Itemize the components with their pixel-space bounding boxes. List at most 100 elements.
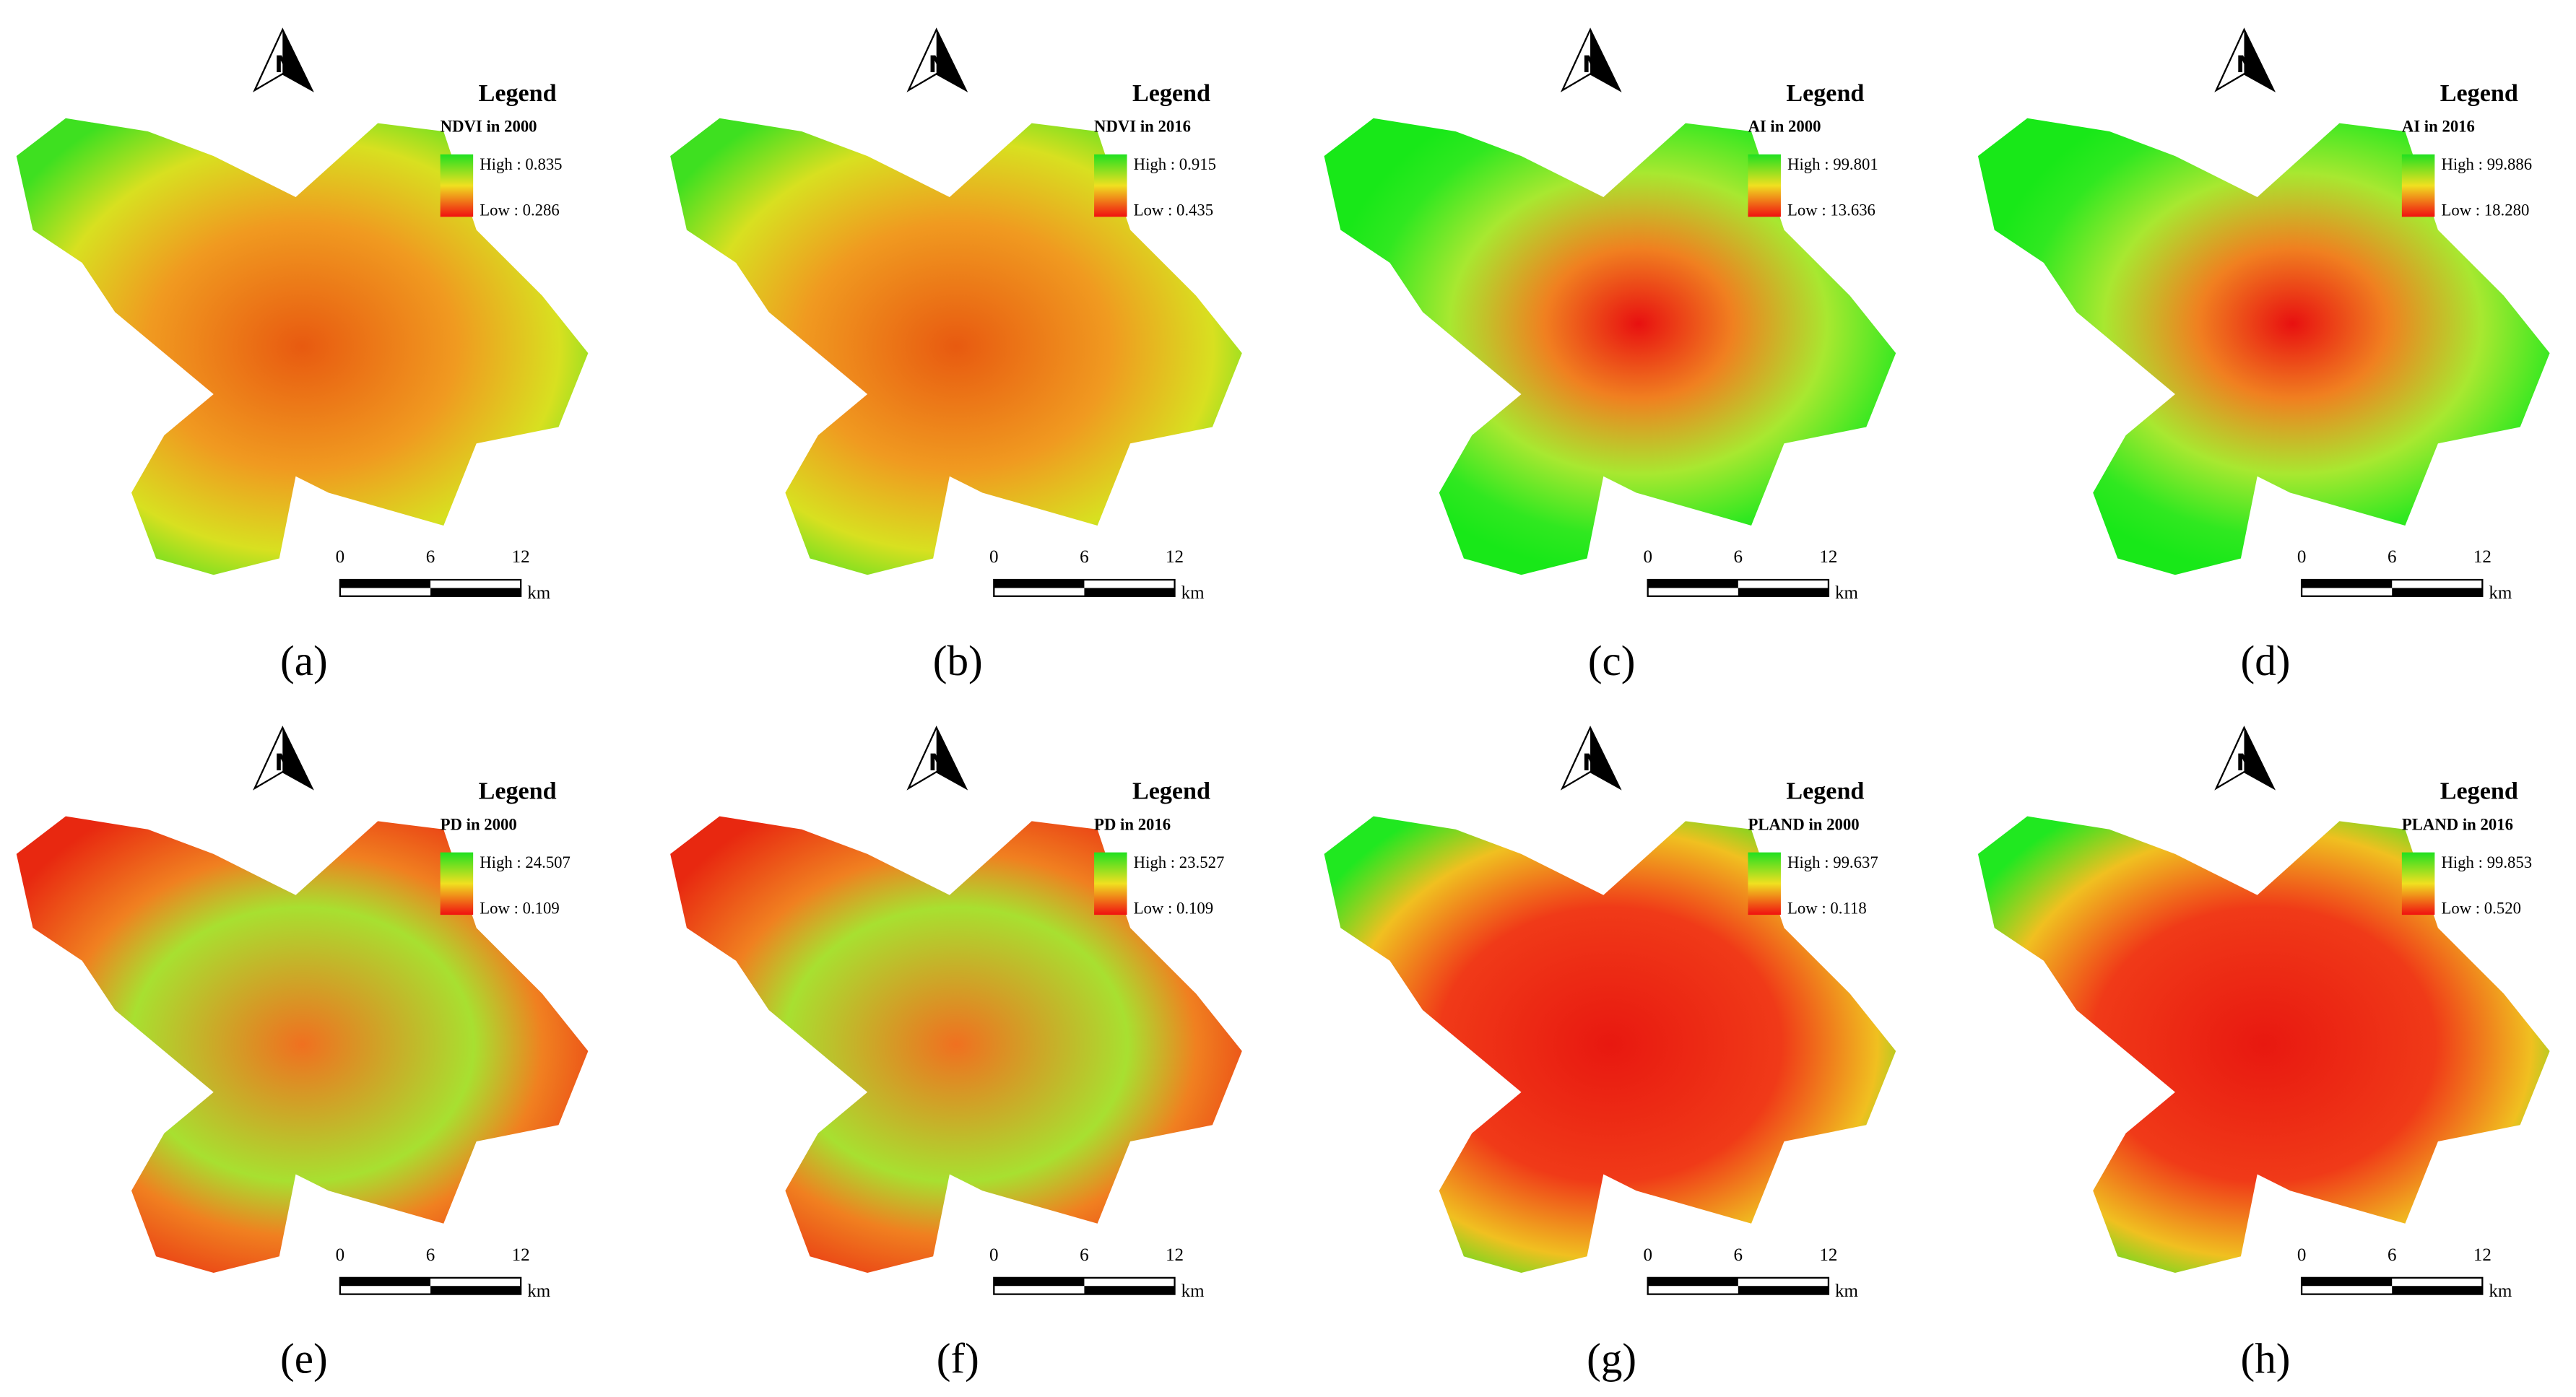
scale-bar-seg xyxy=(1738,588,1829,596)
panel-label: (b) xyxy=(933,637,983,684)
legend-ramp xyxy=(2401,852,2435,915)
scale-label: 0 xyxy=(336,547,345,567)
legend-high: High : 23.527 xyxy=(1134,853,1225,871)
legend-low: Low : 0.118 xyxy=(1787,899,1867,917)
scale-bar-seg xyxy=(994,580,1085,588)
legend-title: Legend xyxy=(2440,778,2518,805)
map-area xyxy=(670,118,1242,575)
legend-high: High : 99.853 xyxy=(2441,853,2532,871)
legend-title: Legend xyxy=(1132,80,1210,107)
legend-variable: PLAND in 2000 xyxy=(1748,815,1859,833)
scale-unit: km xyxy=(1181,583,1205,603)
legend-high: High : 24.507 xyxy=(480,853,571,871)
map-area xyxy=(1324,816,1896,1274)
scale-label: 6 xyxy=(2388,1245,2397,1265)
legend-variable: NDVI in 2016 xyxy=(1094,118,1191,136)
map-area xyxy=(670,816,1242,1274)
scale-label: 0 xyxy=(989,547,999,567)
map-panel: N Legend PLAND in 2016 High : 99.853 Low : 0… xyxy=(1977,726,2550,1383)
scale-label: 6 xyxy=(2388,547,2397,567)
scale-unit: km xyxy=(2489,583,2512,603)
panel-label: (h) xyxy=(2241,1335,2291,1383)
scale-bar-seg xyxy=(1647,580,1738,588)
panel-label: (g) xyxy=(1587,1335,1636,1383)
scale-bar-seg xyxy=(2302,580,2393,588)
map-panel: N Legend PD in 2000 High : 24.507 Low : 0.10… xyxy=(16,726,589,1383)
panel-label: (f) xyxy=(937,1335,979,1383)
north-label: N xyxy=(1582,749,1602,776)
legend-high: High : 99.637 xyxy=(1787,853,1878,871)
map-area xyxy=(1977,118,2550,575)
north-label: N xyxy=(2236,749,2255,776)
map-area xyxy=(16,118,589,575)
map-panel: N Legend PLAND in 2000 High : 99.637 Low : 0… xyxy=(1324,726,1896,1383)
legend-title: Legend xyxy=(1786,778,1864,805)
legend-high: High : 99.886 xyxy=(2441,155,2532,173)
legend-low: Low : 0.435 xyxy=(1134,201,1214,219)
scale-label: 0 xyxy=(1643,1245,1652,1265)
north-label: N xyxy=(929,749,948,776)
legend-low: Low : 13.636 xyxy=(1787,201,1875,219)
scale-bar-seg xyxy=(339,1277,431,1287)
map-panel: N Legend NDVI in 2016 High : 0.915 Low : 0.4… xyxy=(670,27,1242,684)
scale-bar-seg xyxy=(1647,1277,1738,1287)
scale-bar-seg xyxy=(339,580,431,588)
legend-variable: PD in 2000 xyxy=(441,815,517,833)
legend-title: Legend xyxy=(479,80,557,107)
legend-ramp xyxy=(1094,154,1127,217)
panel-label: (c) xyxy=(1588,637,1636,684)
scale-label: 6 xyxy=(426,1245,435,1265)
legend-ramp xyxy=(1748,852,1781,915)
north-label: N xyxy=(2236,51,2255,78)
north-label: N xyxy=(274,749,294,776)
legend-variable: NDVI in 2000 xyxy=(441,118,537,136)
legend-ramp xyxy=(440,852,474,915)
scale-unit: km xyxy=(2489,1281,2512,1301)
legend-low: Low : 0.109 xyxy=(480,899,560,917)
scale-bar-seg xyxy=(2302,1277,2393,1287)
scale-bar-seg xyxy=(430,588,521,596)
legend-ramp xyxy=(1094,852,1127,915)
scale-label: 12 xyxy=(1166,1245,1184,1265)
legend-variable: PD in 2016 xyxy=(1094,815,1171,833)
legend-ramp xyxy=(440,154,474,217)
scale-bar-seg xyxy=(2392,1286,2483,1294)
legend-title: Legend xyxy=(2440,80,2518,107)
scale-label: 0 xyxy=(1643,547,1652,567)
scale-bar-seg xyxy=(1084,1286,1175,1294)
scale-label: 6 xyxy=(1080,1245,1089,1265)
legend-ramp xyxy=(2401,154,2435,217)
scale-label: 0 xyxy=(2297,1245,2307,1265)
scale-unit: km xyxy=(1835,583,1859,603)
north-arrow-shade xyxy=(936,727,966,788)
legend-low: Low : 0.109 xyxy=(1134,899,1214,917)
scale-label: 6 xyxy=(1080,547,1089,567)
legend-variable: PLAND in 2016 xyxy=(2402,815,2513,833)
north-arrow-shade xyxy=(282,29,313,91)
scale-label: 0 xyxy=(336,1245,345,1265)
scale-bar-seg xyxy=(1084,588,1175,596)
legend-title: Legend xyxy=(1786,80,1864,107)
scale-label: 12 xyxy=(512,547,530,567)
north-arrow-shade xyxy=(936,29,966,91)
scale-label: 6 xyxy=(1734,547,1743,567)
scale-bar-seg xyxy=(2392,588,2483,596)
map-panel: N Legend AI in 2000 High : 99.801 Low : 13.6… xyxy=(1324,27,1896,684)
scale-label: 6 xyxy=(426,547,435,567)
scale-label: 12 xyxy=(2473,547,2492,567)
scale-label: 12 xyxy=(2473,1245,2492,1265)
legend-title: Legend xyxy=(1132,778,1210,805)
scale-label: 12 xyxy=(1819,1245,1837,1265)
map-area xyxy=(16,816,589,1274)
scale-bar-seg xyxy=(1738,1286,1829,1294)
legend-low: Low : 0.286 xyxy=(480,201,560,219)
scale-label: 6 xyxy=(1734,1245,1743,1265)
map-area xyxy=(1977,816,2550,1274)
legend-high: High : 0.835 xyxy=(480,155,562,173)
legend-low: Low : 0.520 xyxy=(2441,899,2521,917)
scale-label: 12 xyxy=(1166,547,1184,567)
legend-ramp xyxy=(1748,154,1781,217)
scale-bar-seg xyxy=(994,1277,1085,1287)
scale-label: 0 xyxy=(2297,547,2307,567)
panel-label: (e) xyxy=(280,1335,328,1383)
